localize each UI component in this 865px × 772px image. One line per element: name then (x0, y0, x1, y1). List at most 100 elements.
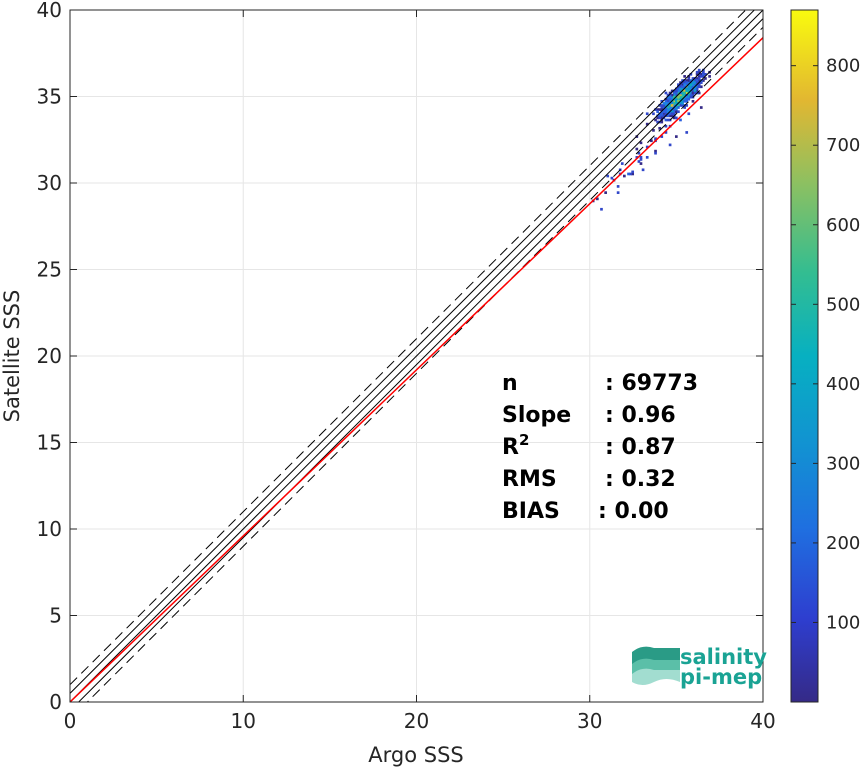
colorbar-ticks: 100 200 300 400 500 600 700 800 (791, 56, 860, 633)
density-cell (679, 104, 682, 107)
density-cell (697, 83, 701, 87)
x-tick-label: 10 (231, 709, 256, 733)
density-cell (654, 118, 657, 122)
density-cell (683, 97, 686, 101)
density-cell (679, 95, 682, 99)
density-cell (699, 85, 703, 89)
density-cell (670, 112, 674, 116)
y-tick-label: 30 (37, 171, 62, 195)
density-cell (681, 81, 684, 84)
density-cell (677, 87, 680, 91)
density-cell (635, 156, 639, 159)
density-cell (687, 93, 691, 97)
density-cell (695, 79, 699, 82)
density-cell (681, 87, 684, 91)
density-cell (695, 70, 699, 74)
density-cell (702, 79, 705, 82)
density-cell (670, 97, 674, 101)
density-cell (641, 168, 645, 172)
colorbar-tick-label: 100 (826, 612, 860, 633)
density-cell (687, 81, 691, 84)
density-cell (654, 137, 657, 141)
density-cell (683, 93, 686, 97)
stat-value: : 0.87 (605, 435, 676, 460)
density-cell (672, 91, 676, 95)
density-cell (668, 99, 672, 103)
density-cell (683, 79, 686, 82)
density-cell (658, 126, 662, 130)
density-cell (672, 112, 676, 116)
density-cell (662, 106, 666, 109)
density-cell (672, 108, 676, 111)
density-cell (677, 89, 680, 93)
density-cell (670, 93, 674, 97)
density-cell (681, 83, 684, 87)
density-cell (683, 106, 686, 109)
salinity-pi-mep-logo: salinity pi-mep (632, 645, 767, 689)
density-cell (695, 81, 699, 84)
density-cell (679, 83, 682, 87)
density-cell (668, 112, 672, 116)
density-cell (697, 70, 701, 74)
density-cell (689, 87, 693, 91)
density-cell (645, 156, 649, 159)
density-cell (660, 106, 664, 109)
density-cell (689, 85, 693, 89)
density-cell (689, 79, 693, 82)
density-cell (672, 104, 676, 107)
colorbar-tick-label: 500 (826, 294, 860, 315)
density-cell (685, 83, 689, 87)
density-cell (645, 112, 649, 116)
density-cell (677, 99, 680, 103)
density-cell (668, 114, 672, 118)
density-cell (639, 162, 643, 165)
density-cell (666, 106, 670, 109)
density-cell (685, 95, 689, 99)
reference-line (70, 10, 763, 702)
density-cell (672, 110, 676, 114)
density-cell (677, 106, 680, 109)
density-cell (691, 85, 695, 89)
density-cell (658, 114, 662, 118)
density-cell (672, 93, 676, 97)
density-cell (616, 191, 620, 194)
density-cell (689, 91, 693, 95)
density-cell (660, 104, 664, 107)
density-cell (645, 145, 649, 149)
stat-label: BIAS (502, 499, 560, 524)
density-cell (691, 89, 695, 93)
density-cell (656, 116, 659, 120)
colorbar-tick-label: 600 (826, 215, 860, 236)
density-cell (674, 135, 678, 138)
density-cell (679, 102, 682, 105)
density-cell (650, 139, 653, 143)
density-cell (674, 106, 678, 109)
density-cell (679, 81, 682, 84)
reference-lines (70, 10, 763, 702)
density-cell (699, 106, 703, 109)
density-cell (677, 110, 680, 114)
density-cell (674, 110, 678, 114)
density-cell (670, 95, 674, 99)
density-cell (666, 110, 670, 114)
density-cell (685, 97, 689, 101)
density-cell (687, 89, 691, 93)
density-cell (670, 89, 674, 93)
density-cell (685, 131, 689, 134)
stat-value: : 0.00 (598, 499, 669, 524)
density-cell (681, 79, 684, 82)
density-cell (666, 114, 670, 118)
reference-line (86, 26, 763, 702)
density-cell (664, 118, 668, 122)
stat-label: RMS (502, 467, 557, 492)
x-tick-label: 40 (750, 709, 775, 733)
density-cell (679, 87, 682, 91)
density-cell (674, 102, 678, 105)
density-cell (658, 108, 662, 111)
density-cell (691, 77, 695, 80)
density-cell (670, 102, 674, 105)
density-cell (687, 77, 691, 80)
density-cell (629, 172, 632, 176)
